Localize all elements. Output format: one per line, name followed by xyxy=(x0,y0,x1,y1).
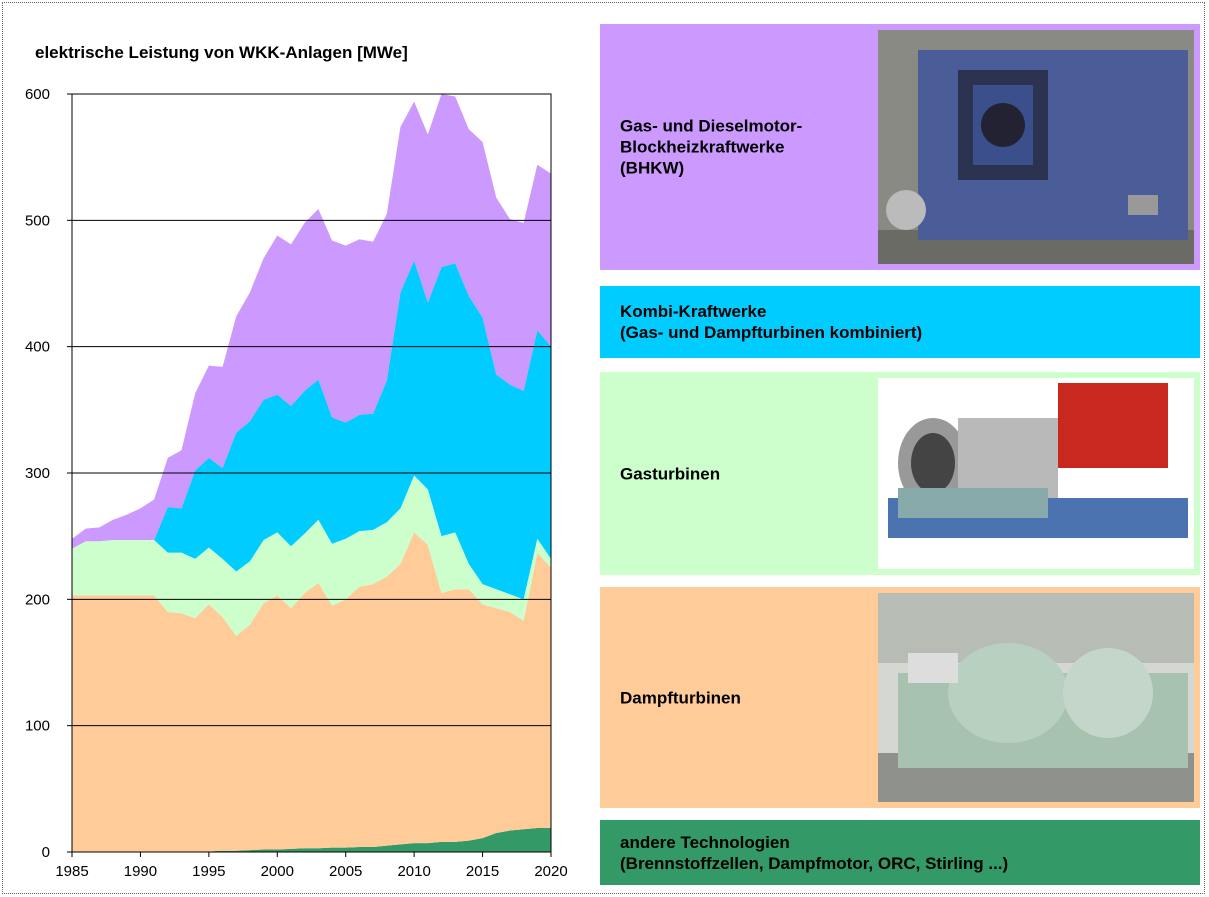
area xyxy=(72,532,551,852)
x-tick-label: 2005 xyxy=(329,863,362,880)
y-tick-label: 500 xyxy=(25,212,50,229)
x-tick-label: 2000 xyxy=(261,863,294,880)
plot-frame xyxy=(71,93,552,853)
legend-item: Gasturbinen xyxy=(600,372,1200,575)
y-tick-label: 400 xyxy=(25,339,50,356)
y-tick-label: 200 xyxy=(25,591,50,608)
area xyxy=(72,94,551,549)
x-tick-label: 2020 xyxy=(534,863,567,880)
x-tick-label: 2015 xyxy=(466,863,499,880)
x-tick-label: 2010 xyxy=(397,863,430,880)
y-tick-label: 100 xyxy=(25,718,50,735)
photo-frame xyxy=(878,30,1194,264)
area xyxy=(72,260,551,600)
legend-label: Gas- und Dieselmotor- Blockheizkraftwerk… xyxy=(620,116,803,178)
photo xyxy=(878,378,1194,569)
legend-item: andere Technologien (Brennstoffzellen, D… xyxy=(600,820,1200,885)
legend-item: Dampfturbinen xyxy=(600,587,1200,808)
legend-label: Kombi-Kraftwerke (Gas- und Dampfturbinen… xyxy=(620,302,923,342)
legend-item: Kombi-Kraftwerke (Gas- und Dampfturbinen… xyxy=(600,286,1200,358)
x-tick-label: 1990 xyxy=(124,863,157,880)
y-tick-label: 600 xyxy=(25,86,50,103)
photo xyxy=(878,30,1194,264)
legend-item: Gas- und Dieselmotor- Blockheizkraftwerk… xyxy=(600,24,1200,270)
x-tick-label: 1985 xyxy=(55,863,88,880)
y-tick-label: 0 xyxy=(42,844,50,861)
chart: elektrische Leistung von WKK-Anlagen [MW… xyxy=(25,43,568,880)
legend-label: Dampfturbinen xyxy=(620,688,741,707)
photo-frame xyxy=(878,378,1194,569)
legend-label: Gasturbinen xyxy=(620,464,721,483)
x-tick-label: 1995 xyxy=(192,863,225,880)
area xyxy=(72,827,551,852)
area xyxy=(72,475,551,636)
y-tick-label: 300 xyxy=(25,465,50,482)
chart-title: elektrische Leistung von WKK-Anlagen [MW… xyxy=(35,43,408,62)
photo xyxy=(878,593,1194,802)
photo-frame xyxy=(878,593,1194,802)
legend-label: andere Technologien (Brennstoffzellen, D… xyxy=(620,832,1009,873)
